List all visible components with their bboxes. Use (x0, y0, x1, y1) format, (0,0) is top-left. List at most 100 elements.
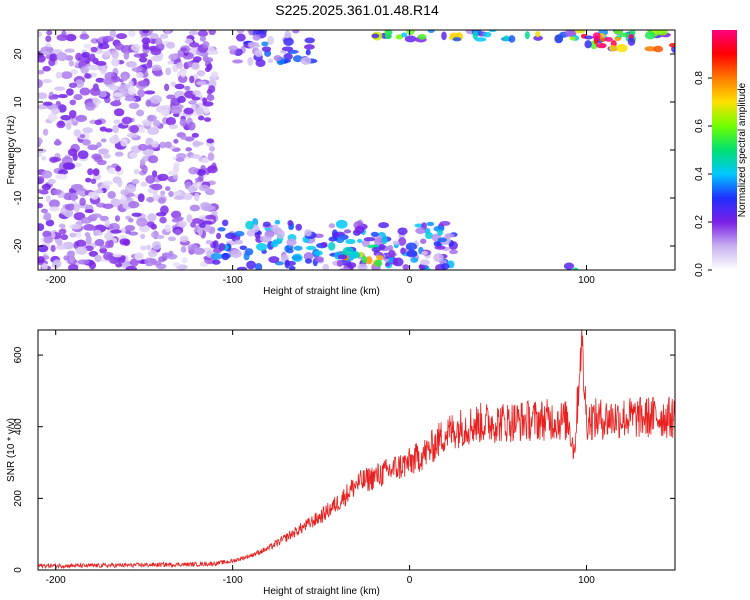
spectrogram-cell (90, 178, 97, 185)
spectrogram-cell (196, 169, 206, 176)
spectrogram-cell (444, 233, 455, 238)
snr-y-ticks: 0 200 400 600 (13, 346, 675, 573)
spectrogram-cell (81, 51, 91, 58)
spectrogram-cell (165, 67, 172, 76)
spectrogram-cell (350, 251, 361, 259)
spectrogram-cell (98, 91, 108, 98)
spectrogram-cell (668, 42, 675, 48)
spectrogram-cell (48, 199, 60, 208)
spectrogram-cell (270, 241, 279, 248)
spectrogram-cell (149, 184, 159, 189)
spectrogram-cell (191, 96, 201, 101)
spectrogram-cell (60, 234, 69, 241)
spectrogram-x-tick-label: -100 (223, 275, 243, 286)
snr-x-tick-label: -200 (46, 575, 66, 586)
spectrogram-cell (52, 157, 62, 162)
spectrogram-cell (202, 55, 209, 62)
spectrogram-cell (159, 141, 166, 149)
spectrogram-cell (239, 245, 248, 251)
spectrogram-cell (128, 201, 140, 209)
colorbar-tick-label: 0.4 (694, 167, 705, 181)
spectrogram-cell (94, 119, 103, 126)
spectrogram-cell (41, 208, 48, 214)
spectrogram-cell (126, 132, 138, 138)
spectrogram-cell (187, 121, 196, 131)
spectrogram-cell (426, 221, 435, 227)
spectrogram-cell (291, 255, 302, 261)
spectrogram-cell (79, 134, 86, 139)
spectrogram-cell (600, 37, 606, 43)
spectrogram-cell (177, 96, 186, 103)
spectrogram-cell (99, 126, 107, 132)
spectrogram-cell (61, 71, 73, 80)
spectrogram-cell (167, 60, 175, 65)
spectrogram-cell (420, 238, 427, 244)
spectrogram-cell (173, 161, 181, 168)
spectrogram-cell (283, 37, 294, 46)
spectrogram-cell (247, 56, 254, 66)
spectrogram-cell (79, 87, 91, 96)
spectrogram-cell (121, 116, 133, 125)
spectrogram-cell (152, 241, 162, 250)
spectrogram-cell (165, 117, 177, 126)
spectrogram-cell (168, 250, 174, 257)
spectrogram-cell (371, 33, 380, 39)
spectrogram-cell (592, 32, 601, 41)
spectrogram-cell (65, 33, 77, 42)
spectrogram-cell (38, 31, 43, 37)
spectrogram-cell (149, 33, 159, 40)
spectrogram-cell (304, 37, 316, 44)
spectrogram-cell (616, 43, 628, 53)
spectrogram-cell (91, 153, 102, 160)
spectrogram-cell (152, 192, 159, 201)
colorbar-label: Normalized spectral amplitude (737, 82, 748, 217)
spectrogram-cell (216, 232, 222, 240)
spectrogram-cell (211, 259, 221, 265)
spectrogram-cell (131, 67, 143, 73)
spectrogram-cell (80, 217, 93, 224)
spectrogram-cell (64, 48, 75, 53)
spectrogram-cell (104, 219, 111, 228)
spectrogram-cell (150, 231, 160, 239)
spectrogram-cell (185, 147, 193, 152)
spectrogram-cell (261, 46, 272, 52)
spectrogram-cell (136, 109, 145, 117)
spectrogram-cell (656, 30, 669, 36)
spectrogram-cell (320, 241, 328, 248)
spectrogram-cell (217, 227, 226, 232)
spectrogram-cell (181, 257, 188, 264)
spectrogram-cell (67, 264, 79, 270)
spectrogram-cell (60, 207, 67, 215)
spectrogram-cell (51, 189, 62, 196)
spectrogram-cell (170, 106, 183, 115)
spectrogram-cell (452, 37, 462, 42)
spectrogram-cell (117, 199, 125, 205)
spectrogram-cell (206, 88, 213, 95)
figure-title: S225.2025.361.01.48.R14 (275, 2, 439, 18)
spectrogram-cell (176, 153, 187, 159)
spectrogram-cell (77, 150, 89, 160)
spectrogram-cell (43, 212, 52, 221)
spectrogram-cell (627, 37, 636, 46)
spectrogram-cell (92, 97, 99, 103)
snr-x-tick-label: -100 (223, 575, 243, 586)
spectrogram-cell (209, 145, 216, 152)
spectrogram-cell (166, 94, 176, 100)
spectrogram-cell (113, 92, 123, 98)
spectrogram-cell (102, 180, 113, 186)
spectrogram-cell (111, 50, 120, 59)
spectrogram-cell (193, 56, 202, 62)
spectrogram-cell (129, 124, 139, 134)
spectrogram-cell (94, 254, 102, 263)
spectrogram-cell (123, 50, 130, 60)
spectrogram-cell (68, 254, 75, 263)
spectrogram-cell (167, 170, 179, 176)
spectrogram-cell (82, 127, 93, 134)
spectrogram-cell (474, 37, 487, 42)
spectrogram-cell (42, 78, 52, 84)
spectrogram-cell (179, 235, 189, 243)
spectrogram-cell (80, 65, 90, 74)
spectrogram-cell (69, 232, 77, 238)
